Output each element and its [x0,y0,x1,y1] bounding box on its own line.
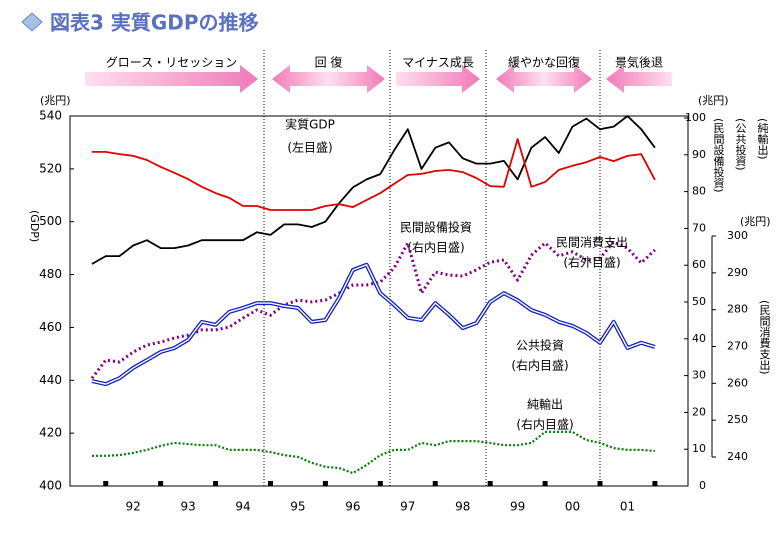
y3-tick-label: 280 [727,303,748,316]
y-tick-label: 540 [39,109,62,123]
phase-arrow [272,65,385,93]
phase-arrow [606,65,672,93]
y-tick-label: 520 [39,161,62,175]
x-tick-label: 96 [345,500,360,514]
chart-title: 図表3 実質GDPの推移 [50,11,259,35]
y-tick-label: 500 [39,214,62,228]
x-tick [377,481,383,486]
phase-label: グロース・リセッション [106,56,237,70]
series-name: 民間設備投資 [400,220,472,235]
y3-tick-label: 270 [727,340,748,353]
y3-tick-label: 250 [727,413,748,426]
x-tick [542,481,548,486]
y-tick-label: 420 [39,426,62,440]
y3-tick-label: 260 [727,376,748,389]
series-note: (右内目盛) [511,358,568,373]
y3-tick-label: 240 [727,450,748,463]
y2-label: (公共投資) [734,118,747,171]
x-tick-label: 98 [455,500,470,514]
x-tick-label: 00 [565,500,580,514]
series-note: (左目盛) [287,140,332,155]
x-tick-label: 97 [400,500,415,514]
title-icon [21,12,43,32]
y2-tick-label: 70 [692,221,706,234]
y2-tick-label: 80 [692,185,706,198]
x-tick-label: 93 [180,500,195,514]
phase-label: 回 復 [315,55,343,70]
y-tick-label: 480 [39,267,62,281]
y2-tick-label: 0 [699,479,706,492]
x-tick-label: 94 [235,500,250,514]
x-tick-label: 01 [620,500,635,514]
series-name: 純輸出 [527,397,563,412]
phase-label: 緩やかな回復 [508,55,580,70]
y3-label: (民間消費支出) [758,300,771,375]
y2-tick-label: 50 [692,295,706,308]
y3-tick-label: 300 [727,229,748,242]
y2-label: (民間設備投資) [712,118,725,193]
phase-arrow [85,65,258,93]
x-tick-label: 99 [510,500,525,514]
x-tick [213,481,219,486]
series-name: 公共投資 [516,338,564,353]
x-tick [158,481,164,486]
y2-tick-label: 20 [692,405,706,418]
x-tick [432,481,438,486]
series-line [91,115,656,265]
y2-tick-label: 30 [692,369,706,382]
x-tick [487,481,493,486]
x-tick [103,481,109,486]
y2-tick-label: 40 [692,332,706,345]
x-tick-label: 95 [290,500,305,514]
phase-dividers [263,50,601,486]
x-tick [652,481,658,486]
phase-label: マイナス成長 [402,56,474,70]
series-line [92,430,655,475]
y-unit: (兆円) [40,94,71,107]
y-label: (GDP) [28,210,41,242]
y2-label: (純輸出) [756,118,769,160]
series-name: 民間消費支出 [556,235,628,250]
series-note: (右内目盛) [516,417,573,432]
series-line-inner [91,263,656,385]
y2-tick-label: 10 [692,442,706,455]
y2-tick-label: 100 [685,111,706,124]
x-tick [267,481,273,486]
y-tick-label: 460 [39,320,62,334]
y3-unit: (兆円) [740,215,771,228]
y-tick-label: 400 [39,479,62,493]
y-tick-label: 440 [39,373,62,387]
y2-tick-label: 90 [692,148,706,161]
y2-unit: (兆円) [698,94,729,107]
x-tick [597,481,603,486]
y2-tick-label: 60 [692,258,706,271]
phase-arrow [496,65,592,93]
x-tick-label: 92 [126,500,141,514]
series-name: 実質GDP [285,117,335,132]
phase-arrow [396,65,480,93]
phase-label: 景気後退 [615,55,663,70]
series-line [91,262,656,387]
plot-frame [69,115,689,487]
series-line [92,138,656,211]
series-note: (右外目盛) [563,255,620,270]
series-note: (右内目盛) [407,240,464,255]
y3-tick-label: 290 [727,266,748,279]
x-tick [322,481,328,486]
